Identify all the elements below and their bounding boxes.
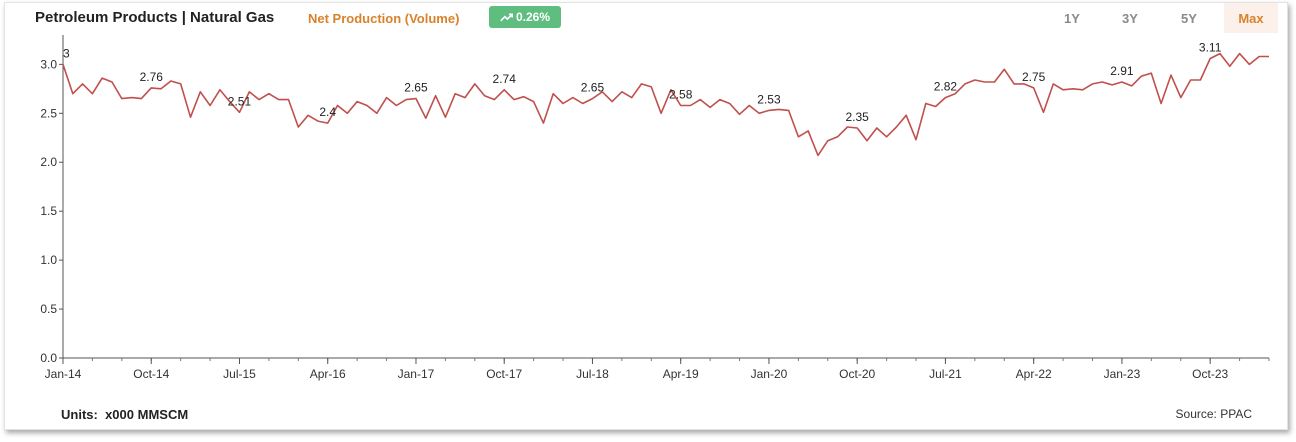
y-tick-label: 2.0	[40, 155, 57, 169]
x-tick-label: Oct-23	[1192, 367, 1228, 381]
x-tick-label: Jan-23	[1104, 367, 1141, 381]
y-tick-label: 3.0	[40, 57, 57, 71]
x-tick-label: Oct-20	[839, 367, 875, 381]
data-label: 3.11	[1199, 40, 1222, 54]
data-label: 2.82	[934, 80, 958, 94]
trending-up-icon	[500, 12, 513, 21]
x-tick-label: Apr-16	[310, 367, 346, 381]
range-1y-button[interactable]: 1Y	[1045, 3, 1099, 33]
line-chart: 0.0 0.5 1.0 1.5 2.0 2.5 3.0 Jan-14 Oct-14 Jul-15…	[40, 35, 1270, 381]
x-tick-label: Jan-14	[45, 367, 82, 381]
x-tick-label: Apr-22	[1016, 367, 1052, 381]
data-label: 2.4	[319, 105, 336, 119]
range-max-button[interactable]: Max	[1224, 3, 1278, 33]
x-tick-label: Jan-17	[398, 367, 435, 381]
data-label: 2.53	[757, 92, 781, 106]
series-line	[62, 52, 1269, 157]
data-label: 2.76	[140, 70, 164, 84]
range-max-label: Max	[1238, 10, 1264, 26]
x-tick-label: Jan-20	[751, 367, 788, 381]
change-badge: 0.26%	[489, 6, 561, 28]
range-5y-button[interactable]: 5Y	[1162, 3, 1216, 33]
x-tick-label: Oct-14	[133, 367, 169, 381]
data-labels: 3 2.76 2.51 2.4 2.65 2.74 2.65 2.58 2.53 2.35 2.82…	[63, 40, 1222, 123]
data-label: 2.51	[228, 94, 252, 108]
series-line-group	[62, 52, 1269, 157]
x-tick-label: Jul-18	[576, 367, 609, 381]
metric-label: Net Production (Volume)	[308, 11, 460, 26]
range-5y-label: 5Y	[1181, 10, 1197, 26]
x-tick-label: Apr-19	[663, 367, 699, 381]
x-tick-label: Oct-17	[486, 367, 522, 381]
change-value: 0.26%	[515, 10, 551, 24]
data-label: 2.91	[1110, 64, 1134, 78]
y-tick-label: 2.5	[40, 106, 57, 120]
data-label: 2.75	[1022, 70, 1046, 84]
data-label: 2.35	[846, 110, 870, 124]
source-text: Source: PPAC	[1175, 407, 1252, 421]
units-text: Units: x000 MMSCM	[61, 407, 188, 422]
x-axis: Jan-14 Oct-14 Jul-15 Apr-16 Jan-17 Oct-17 Jul-…	[45, 357, 1270, 381]
data-label: 2.58	[669, 87, 693, 101]
data-label: 3	[63, 46, 70, 60]
y-tick-label: 1.0	[40, 253, 57, 267]
y-tick-label: 0.0	[40, 351, 57, 365]
units-label: Units:	[61, 407, 98, 422]
range-3y-button[interactable]: 3Y	[1103, 3, 1157, 33]
data-label: 2.74	[493, 72, 517, 86]
data-label: 2.65	[404, 81, 428, 95]
data-label: 2.65	[581, 81, 605, 95]
range-1y-label: 1Y	[1064, 10, 1080, 26]
x-tick-label: Jul-15	[223, 367, 256, 381]
y-tick-label: 1.5	[40, 204, 57, 218]
y-axis: 0.0 0.5 1.0 1.5 2.0 2.5 3.0	[40, 35, 64, 365]
y-tick-label: 0.5	[40, 302, 57, 316]
units-value: x000 MMSCM	[105, 407, 189, 422]
x-tick-label: Jul-21	[929, 367, 962, 381]
page-title: Petroleum Products | Natural Gas	[35, 9, 275, 26]
chart-card: Petroleum Products | Natural Gas Net Pro…	[4, 2, 1288, 430]
range-3y-label: 3Y	[1122, 10, 1138, 26]
